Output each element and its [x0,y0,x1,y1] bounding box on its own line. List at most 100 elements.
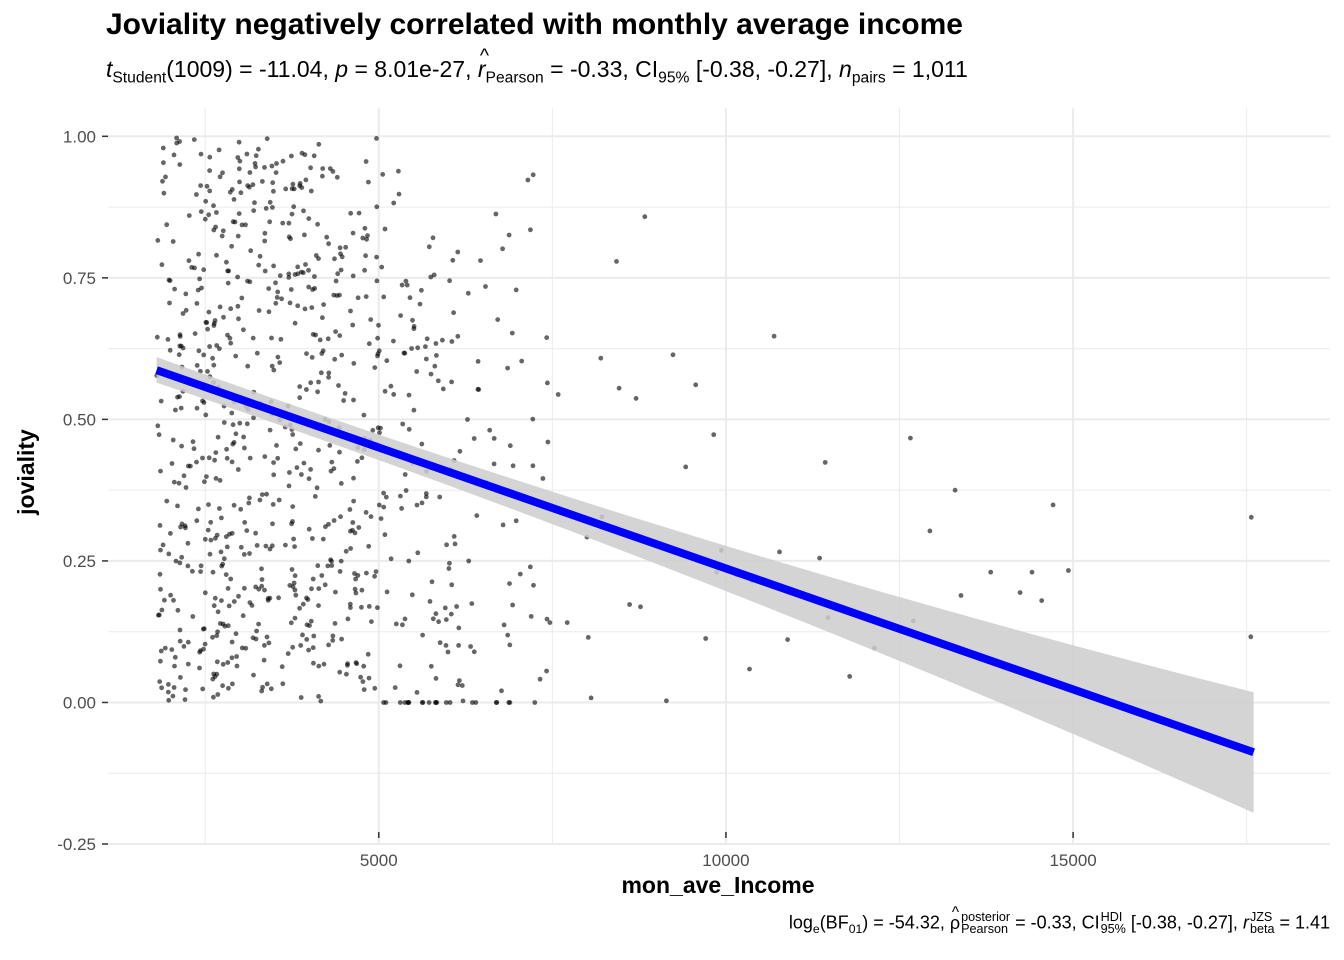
data-point [202,641,208,647]
data-point [159,607,165,613]
data-point [300,632,305,638]
data-point [847,674,853,679]
data-point [219,233,225,239]
data-point [299,472,304,477]
data-point [347,601,353,607]
data-point [262,230,268,236]
data-point [375,335,380,341]
data-point [161,190,167,196]
data-point [268,686,274,692]
data-point [335,271,341,277]
data-point [185,563,191,569]
data-point [304,351,309,356]
data-point [333,589,338,595]
data-point [214,252,219,258]
data-point [204,320,210,325]
data-point [245,278,250,284]
data-point [212,595,218,601]
data-point [457,678,462,683]
data-point [207,154,213,160]
data-point [264,136,270,142]
data-point [376,322,381,328]
data-point [332,356,338,362]
data-point [409,592,415,598]
data-point [190,614,196,619]
data-point [474,513,480,518]
data-point [351,361,357,366]
data-point [297,605,302,611]
data-point [217,174,223,180]
data-point [545,380,550,386]
data-point [260,684,265,690]
data-point [683,464,689,470]
data-point [417,301,423,307]
data-point [235,467,241,472]
data-point [509,330,515,336]
data-point [247,455,253,461]
data-point [201,646,206,652]
data-point [397,663,403,669]
data-point [693,382,699,388]
data-point [212,318,218,323]
data-point [356,210,362,216]
data-point [229,655,235,661]
data-point [228,340,234,346]
data-point [433,341,439,346]
data-point [251,672,256,678]
n-subscript: pairs [851,69,886,87]
data-point [229,187,235,192]
data-point [616,385,622,391]
data-point [211,694,216,700]
data-point [275,354,281,360]
data-point [483,284,488,289]
data-point [364,236,369,242]
data-point [359,604,364,610]
data-point [547,620,553,625]
n-text: = 1,011 [885,56,968,82]
data-point [236,316,241,322]
data-point [259,688,265,694]
data-point [316,586,322,591]
data-point [226,268,232,274]
data-point [241,327,246,333]
data-point [158,468,163,474]
data-point [319,351,325,356]
data-point [225,623,231,629]
data-point [311,660,316,666]
data-point [304,387,309,392]
data-point [423,344,428,349]
data-point [170,693,176,699]
data-point [230,219,236,225]
data-point [291,536,296,542]
data-point [1017,590,1023,595]
data-point [348,210,354,216]
data-point [419,441,425,447]
data-point [517,571,523,577]
data-point [247,551,252,556]
data-point [214,210,219,215]
data-point [179,443,185,449]
data-point [448,611,454,617]
data-point [544,616,550,622]
rho-superscript: posterior [961,910,1011,924]
data-point [179,554,185,560]
data-point [379,264,385,270]
data-point [283,186,289,192]
data-point [204,474,209,479]
data-point [161,160,166,166]
data-point [433,676,439,681]
data-point [235,233,241,239]
data-point [208,519,214,525]
data-point [506,700,512,705]
data-point [249,603,255,608]
data-point [537,676,543,682]
data-point [196,506,201,512]
y-tick-label: 0.50 [63,410,96,429]
rbeta-symbol: r [1242,912,1249,933]
data-point [192,331,198,336]
data-point [374,136,379,141]
data-point [248,248,254,254]
data-point [289,567,295,572]
data-point [217,346,222,352]
data-point [406,558,412,564]
